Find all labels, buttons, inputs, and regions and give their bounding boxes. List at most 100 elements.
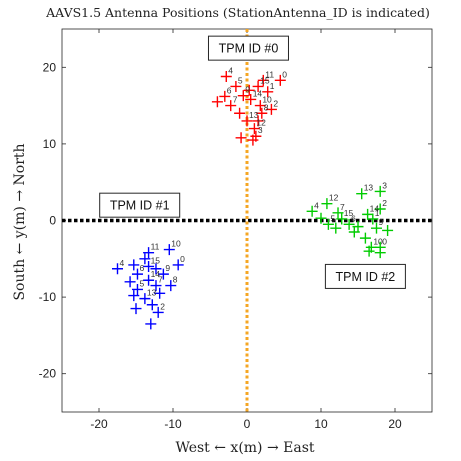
antenna-marker bbox=[315, 212, 327, 224]
y-tick-label: -10 bbox=[39, 290, 57, 304]
antenna-id-label: 10 bbox=[262, 95, 272, 105]
antenna-marker bbox=[219, 90, 231, 102]
antenna-marker bbox=[112, 263, 123, 275]
antenna-marker bbox=[237, 90, 249, 102]
antenna-id-label: 9 bbox=[245, 85, 250, 95]
tpm-annotation-label: TPM ID #0 bbox=[219, 42, 279, 56]
antenna-marker bbox=[241, 115, 253, 127]
x-tick-label: -10 bbox=[164, 417, 182, 431]
antenna-marker bbox=[235, 132, 247, 144]
antenna-marker bbox=[172, 259, 184, 271]
antenna-id-label: 13 bbox=[147, 288, 157, 298]
antenna-marker bbox=[367, 213, 379, 225]
antenna-marker bbox=[336, 213, 348, 225]
chart-title: AAVS1.5 Antenna Positions (StationAntenn… bbox=[45, 5, 430, 20]
antenna-marker bbox=[130, 303, 142, 315]
antenna-id-label: 6 bbox=[227, 85, 232, 95]
antenna-id-label: 6 bbox=[351, 213, 356, 223]
antenna-marker bbox=[374, 203, 386, 215]
antenna-marker bbox=[154, 287, 166, 299]
antenna-marker bbox=[362, 208, 374, 220]
antenna-id-label: 4 bbox=[314, 200, 319, 210]
antenna-id-label: 7 bbox=[340, 202, 345, 212]
antenna-id-label: 8 bbox=[173, 275, 178, 285]
antenna-marker bbox=[363, 245, 375, 257]
antenna-marker bbox=[124, 276, 136, 288]
antenna-marker bbox=[150, 263, 162, 275]
y-tick-label: 10 bbox=[43, 137, 57, 151]
antenna-marker bbox=[382, 224, 394, 236]
antenna-marker bbox=[211, 96, 223, 108]
antenna-id-label: 3 bbox=[382, 180, 387, 190]
antenna-id-label: 14 bbox=[370, 203, 380, 213]
antenna-marker bbox=[356, 188, 368, 200]
antenna-id-label: 10 bbox=[373, 236, 383, 246]
antenna-marker bbox=[234, 107, 246, 119]
antenna-id-label: 12 bbox=[329, 193, 339, 203]
antenna-id-label: 13 bbox=[364, 183, 374, 193]
antenna-marker bbox=[139, 293, 151, 305]
antenna-marker bbox=[157, 268, 169, 280]
x-tick-label: 20 bbox=[388, 417, 402, 431]
antenna-marker bbox=[371, 222, 382, 234]
antenna-marker bbox=[257, 74, 269, 86]
antenna-id-label: 14 bbox=[151, 269, 161, 279]
antenna-marker bbox=[330, 222, 342, 234]
antenna-id-label: 7 bbox=[233, 95, 238, 105]
antenna-marker bbox=[139, 253, 151, 265]
antenna-id-label: 9 bbox=[165, 263, 170, 273]
antenna-marker bbox=[243, 84, 255, 96]
antenna-id-label: 4 bbox=[120, 258, 125, 268]
x-axis-label: West ← x(m) → East bbox=[175, 440, 314, 456]
antenna-id-label: 11 bbox=[151, 242, 160, 252]
antenna-id-label: 13 bbox=[249, 110, 259, 120]
antenna-marker bbox=[321, 198, 333, 210]
antenna-marker bbox=[128, 259, 140, 271]
antenna-marker bbox=[143, 260, 155, 272]
antenna-marker bbox=[131, 283, 143, 295]
antenna-marker bbox=[220, 70, 232, 82]
antenna-id-label: 5 bbox=[139, 278, 144, 288]
antenna-id-label: 3 bbox=[258, 125, 263, 135]
antenna-marker bbox=[143, 274, 155, 286]
tpm-annotation-label: TPM ID #2 bbox=[336, 270, 396, 284]
antenna-marker bbox=[163, 244, 175, 256]
antenna-id-label: 5 bbox=[238, 75, 243, 85]
antenna-marker bbox=[248, 123, 260, 135]
antenna-id-label: 8 bbox=[264, 102, 269, 112]
antenna-marker bbox=[146, 299, 158, 311]
antenna-id-label: 2 bbox=[382, 198, 387, 208]
antenna-id-label: 2 bbox=[160, 301, 165, 311]
antenna-marker bbox=[150, 280, 162, 292]
antenna-marker bbox=[247, 134, 259, 146]
y-tick-label: -20 bbox=[39, 367, 57, 381]
antenna-id-label: 6 bbox=[139, 263, 144, 273]
antenna-id-label: 1 bbox=[375, 208, 380, 218]
antenna-marker bbox=[252, 80, 264, 92]
antenna-marker bbox=[131, 268, 143, 280]
antenna-marker bbox=[143, 247, 155, 259]
antenna-marker bbox=[348, 226, 360, 238]
antenna-marker bbox=[245, 93, 257, 105]
antenna-marker bbox=[343, 218, 355, 230]
x-tick-label: -20 bbox=[90, 417, 108, 431]
y-axis-label: South ← y(m) → North bbox=[12, 143, 28, 300]
tpm-annotation-box bbox=[99, 192, 181, 218]
antenna-id-label: 9 bbox=[379, 217, 384, 227]
antenna-id-label: 2 bbox=[273, 98, 278, 108]
tpm-annotation-box bbox=[207, 35, 289, 61]
antenna-id-label: 14 bbox=[253, 88, 263, 98]
antenna-id-label: 7 bbox=[158, 275, 163, 285]
antenna-marker bbox=[145, 318, 157, 330]
antenna-marker bbox=[265, 103, 277, 115]
antenna-id-label: 10 bbox=[171, 239, 181, 249]
antenna-marker bbox=[230, 80, 242, 92]
y-tick-label: 20 bbox=[43, 60, 57, 74]
antenna-marker bbox=[128, 290, 140, 302]
antenna-id-label: 12 bbox=[256, 118, 266, 128]
antenna-marker bbox=[374, 247, 386, 259]
antenna-marker bbox=[254, 100, 266, 112]
antenna-id-label: 5 bbox=[330, 213, 335, 223]
